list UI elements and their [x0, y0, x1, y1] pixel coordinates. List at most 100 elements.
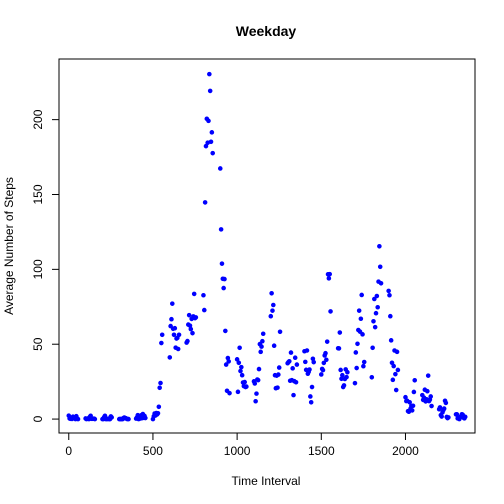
- data-point: [260, 331, 266, 337]
- data-point: [374, 293, 380, 299]
- data-point: [223, 362, 229, 367]
- data-point: [403, 394, 408, 400]
- data-point: [318, 372, 324, 377]
- data-point: [355, 341, 360, 347]
- data-point: [324, 357, 329, 363]
- data-point: [277, 329, 283, 335]
- data-point: [209, 130, 215, 135]
- data-point: [244, 384, 249, 389]
- data-point: [336, 346, 342, 351]
- data-point: [269, 291, 274, 296]
- data-point: [328, 309, 333, 314]
- x-tick-label: 0: [65, 444, 72, 458]
- data-point: [387, 292, 392, 298]
- data-point: [321, 360, 327, 366]
- data-point: [143, 415, 148, 421]
- data-point: [291, 392, 296, 398]
- data-point: [394, 349, 400, 355]
- data-point: [159, 332, 165, 338]
- data-point: [218, 227, 224, 232]
- data-point: [353, 350, 359, 355]
- data-point: [227, 390, 232, 396]
- data-point: [171, 332, 177, 338]
- x-axis: 0 500 1000 1500 2000: [65, 432, 419, 458]
- data-point: [390, 377, 396, 383]
- y-tick-label: 150: [31, 184, 45, 204]
- data-point: [361, 359, 367, 365]
- data-point: [175, 346, 181, 352]
- data-point: [169, 316, 174, 322]
- data-point: [345, 369, 350, 375]
- data-point: [226, 359, 231, 364]
- data-point: [255, 377, 261, 383]
- data-point: [294, 362, 300, 367]
- data-point: [324, 339, 330, 344]
- data-point: [320, 367, 326, 373]
- data-point: [358, 316, 364, 322]
- data-point: [377, 264, 383, 270]
- data-point: [391, 363, 396, 369]
- data-point: [359, 292, 365, 298]
- data-point: [258, 349, 263, 355]
- data-point: [344, 374, 349, 380]
- data-point: [425, 388, 430, 394]
- data-point: [393, 387, 399, 393]
- data-point: [201, 292, 206, 298]
- data-point: [370, 345, 375, 351]
- data-point: [375, 304, 380, 310]
- data-point: [437, 405, 443, 410]
- data-point: [443, 400, 449, 406]
- data-point: [290, 366, 295, 371]
- points-layer: [66, 71, 468, 422]
- data-point: [287, 358, 292, 364]
- data-point: [412, 378, 418, 383]
- data-point: [393, 371, 398, 377]
- data-point: [446, 415, 451, 420]
- data-point: [275, 385, 280, 390]
- data-point: [323, 350, 328, 356]
- data-point: [190, 330, 195, 336]
- data-point: [429, 403, 434, 409]
- data-point: [388, 338, 394, 343]
- data-point: [271, 302, 276, 308]
- data-point: [276, 372, 281, 377]
- data-point: [75, 416, 81, 422]
- data-point: [425, 373, 431, 378]
- data-point: [377, 244, 382, 249]
- data-point: [356, 308, 362, 313]
- data-point: [239, 364, 244, 370]
- data-point: [337, 330, 343, 335]
- data-point: [373, 310, 379, 316]
- data-point: [202, 200, 208, 205]
- data-point: [340, 372, 345, 378]
- chart-title: Weekday: [236, 23, 297, 39]
- data-point: [252, 381, 258, 386]
- data-point: [303, 359, 308, 365]
- y-tick-label: 0: [31, 415, 45, 422]
- data-point: [439, 414, 444, 419]
- data-point: [223, 328, 228, 334]
- data-point: [167, 355, 173, 360]
- data-point: [186, 312, 192, 318]
- data-point: [203, 143, 209, 149]
- data-point: [338, 367, 343, 373]
- y-tick-label: 100: [31, 259, 45, 279]
- data-point: [386, 288, 391, 294]
- data-point: [237, 345, 242, 351]
- data-point: [311, 359, 317, 365]
- data-point: [239, 372, 245, 378]
- data-point: [157, 385, 162, 391]
- data-point: [201, 307, 207, 313]
- y-tick-label: 200: [31, 109, 45, 129]
- data-point: [208, 139, 214, 145]
- x-tick-label: 1000: [224, 444, 251, 458]
- data-point: [309, 384, 315, 390]
- data-point: [354, 365, 359, 371]
- data-point: [155, 410, 161, 416]
- data-point: [236, 360, 242, 366]
- data-point: [361, 363, 366, 369]
- data-point: [219, 261, 225, 266]
- y-axis-label: Average Number of Steps: [2, 177, 16, 315]
